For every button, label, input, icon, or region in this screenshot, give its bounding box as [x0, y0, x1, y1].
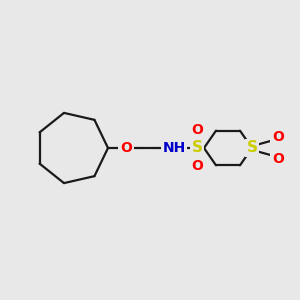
Text: O: O: [191, 123, 203, 137]
Text: O: O: [191, 159, 203, 173]
Text: O: O: [272, 152, 284, 166]
Text: NH: NH: [162, 141, 186, 155]
Text: S: S: [191, 140, 203, 155]
Text: S: S: [247, 140, 257, 155]
Text: O: O: [120, 141, 132, 155]
Text: O: O: [272, 130, 284, 144]
